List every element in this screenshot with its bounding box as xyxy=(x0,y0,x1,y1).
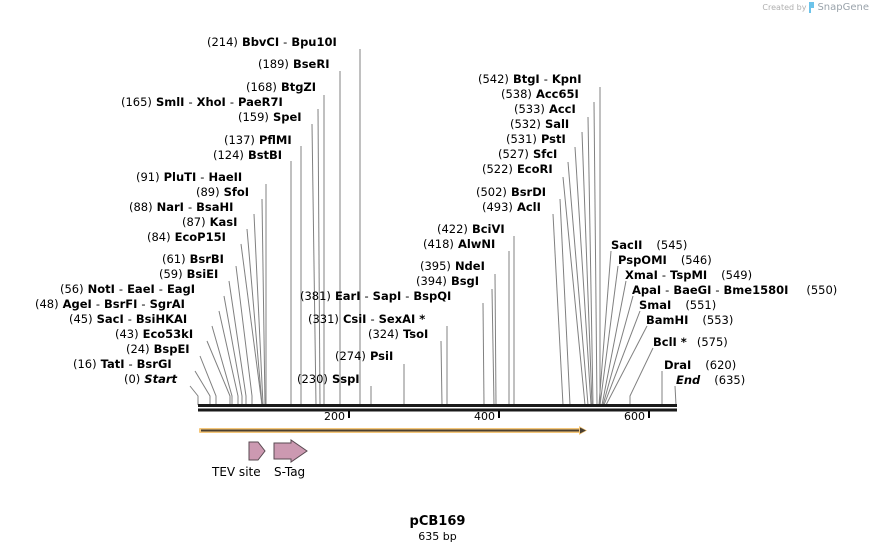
s-tag-feature[interactable] xyxy=(273,439,308,463)
site-label-saci[interactable]: (45) SacI - BsiHKAI xyxy=(69,312,188,326)
ruler-tick-400: 400 xyxy=(474,410,495,423)
site-label-noti[interactable]: (56) NotI - EaeI - EagI xyxy=(60,282,196,296)
site-label-smli[interactable]: (165) SmlI - XhoI - PaeR7I xyxy=(121,95,283,109)
tev-site-label[interactable]: TEV site xyxy=(212,465,261,479)
credit-prefix: Created by xyxy=(762,3,807,12)
site-label-xmai[interactable]: XmaI - TspMI (549) xyxy=(625,268,753,282)
site-label-apai[interactable]: ApaI - BaeGI - Bme1580I (550) xyxy=(632,283,838,297)
site-label-bstbi[interactable]: (124) BstBI xyxy=(213,148,283,162)
sequence-baseline-top xyxy=(198,404,677,407)
site-label-acc65i[interactable]: (538) Acc65I xyxy=(501,87,579,101)
site-label-eari[interactable]: (381) EarI - SapI - BspQI xyxy=(300,289,452,303)
site-label-kasi[interactable]: (87) KasI xyxy=(182,215,238,229)
site-label-spei[interactable]: (159) SpeI xyxy=(238,110,302,124)
site-label-sspi[interactable]: (230) SspI xyxy=(297,372,360,386)
site-label-bseri[interactable]: (189) BseRI xyxy=(258,57,330,71)
site-label-bsrdi[interactable]: (502) BsrDI xyxy=(476,185,547,199)
site-label-acci[interactable]: (533) AccI xyxy=(514,102,576,116)
site-label-bspei[interactable]: (24) BspEI xyxy=(126,342,190,356)
site-label-acli[interactable]: (493) AclI xyxy=(482,200,541,214)
plasmid-name: pCB169 xyxy=(409,514,466,529)
site-label-bcivi[interactable]: (422) BciVI xyxy=(437,222,505,236)
plasmid-length: 635 bp xyxy=(418,530,457,543)
site-label-bbvci[interactable]: (214) BbvCI - Bpu10I xyxy=(207,35,337,49)
tev-site-feature[interactable] xyxy=(248,441,266,461)
site-label-psii[interactable]: (274) PsiI xyxy=(335,349,394,363)
site-label-smai[interactable]: SmaI (551) xyxy=(639,298,717,312)
site-label-drai[interactable]: DraI (620) xyxy=(664,358,737,372)
site-label-tati[interactable]: (16) TatI - BsrGI xyxy=(73,357,172,371)
site-label-ecori[interactable]: (522) EcoRI xyxy=(482,162,553,176)
site-label-ndei[interactable]: (395) NdeI xyxy=(420,259,485,273)
site-label-alwni[interactable]: (418) AlwNI xyxy=(423,237,496,251)
site-label-btgi[interactable]: (542) BtgI - KpnI xyxy=(478,72,582,86)
site-label-tsoi[interactable]: (324) TsoI xyxy=(368,327,429,341)
ruler-tick-200: 200 xyxy=(324,410,345,423)
site-label-end[interactable]: End (635) xyxy=(676,373,746,387)
site-label-nari[interactable]: (88) NarI - BsaHI xyxy=(129,200,234,214)
ruler-tick-600: 600 xyxy=(624,410,645,423)
site-label-bamhi[interactable]: BamHI (553) xyxy=(646,313,734,327)
credit-brand: SnapGene xyxy=(817,2,869,13)
site-label-bcli[interactable]: BclI * (575) xyxy=(653,335,728,349)
site-label-start[interactable]: (0) Start xyxy=(124,372,178,386)
site-label-pspomi[interactable]: PspOMI (546) xyxy=(618,253,712,267)
site-label-pluti[interactable]: (91) PluTI - HaeII xyxy=(136,170,243,184)
site-label-eco53ki[interactable]: (43) Eco53kI xyxy=(115,327,194,341)
site-label-sfoi[interactable]: (89) SfoI xyxy=(196,185,250,199)
site-label-psti[interactable]: (531) PstI xyxy=(506,132,566,146)
site-label-agei[interactable]: (48) AgeI - BsrFI - SgrAI xyxy=(35,297,185,311)
site-label-sfci[interactable]: (527) SfcI xyxy=(498,147,558,161)
site-label-bsrbi[interactable]: (61) BsrBI xyxy=(162,252,224,266)
s-tag-label[interactable]: S-Tag xyxy=(274,465,306,479)
site-label-bsgi[interactable]: (394) BsgI xyxy=(416,274,480,288)
site-label-csii[interactable]: (331) CsiI - SexAI * xyxy=(308,312,426,326)
snapgene-credit: Created by SnapGene xyxy=(762,2,869,13)
site-label-ecop15i[interactable]: (84) EcoP15I xyxy=(147,230,226,244)
sequence-baseline-bottom xyxy=(198,408,677,412)
site-label-pflmi[interactable]: (137) PflMI xyxy=(224,133,292,147)
site-label-sali[interactable]: (532) SalI xyxy=(510,117,570,131)
site-label-sacii[interactable]: SacII (545) xyxy=(611,238,688,252)
orf-arrow[interactable] xyxy=(199,426,587,435)
snapgene-logo-icon xyxy=(809,2,815,13)
site-label-bsiei[interactable]: (59) BsiEI xyxy=(159,267,219,281)
site-label-btgzi[interactable]: (168) BtgZI xyxy=(246,80,317,94)
